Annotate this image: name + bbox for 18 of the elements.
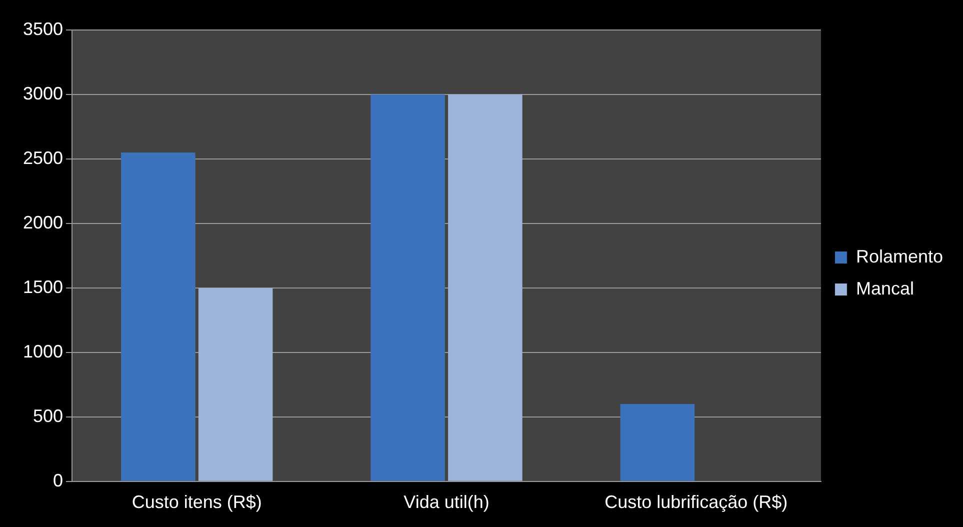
- y-tick-label: 500: [32, 406, 64, 426]
- legend-label: Rolamento: [856, 246, 943, 266]
- y-tick-label: 1000: [22, 341, 64, 362]
- y-tick-label: 2500: [22, 148, 64, 168]
- y-tick-label: 3000: [22, 83, 64, 104]
- legend-label: Mancal: [856, 278, 914, 298]
- bar: [198, 288, 273, 481]
- x-tick-label: Custo lubrificação (R$): [604, 492, 788, 512]
- y-tick-label: 1500: [22, 276, 64, 297]
- y-tick-label: 2000: [22, 212, 64, 232]
- bar: [448, 94, 522, 481]
- x-tick-label: Vida util(h): [404, 492, 490, 512]
- bar: [620, 404, 695, 481]
- bar: [370, 94, 445, 481]
- y-tick-label: 3500: [22, 18, 64, 39]
- y-tick-label: 0: [53, 470, 64, 490]
- bar: [121, 152, 196, 481]
- x-tick-label: Custo itens (R$): [132, 492, 262, 512]
